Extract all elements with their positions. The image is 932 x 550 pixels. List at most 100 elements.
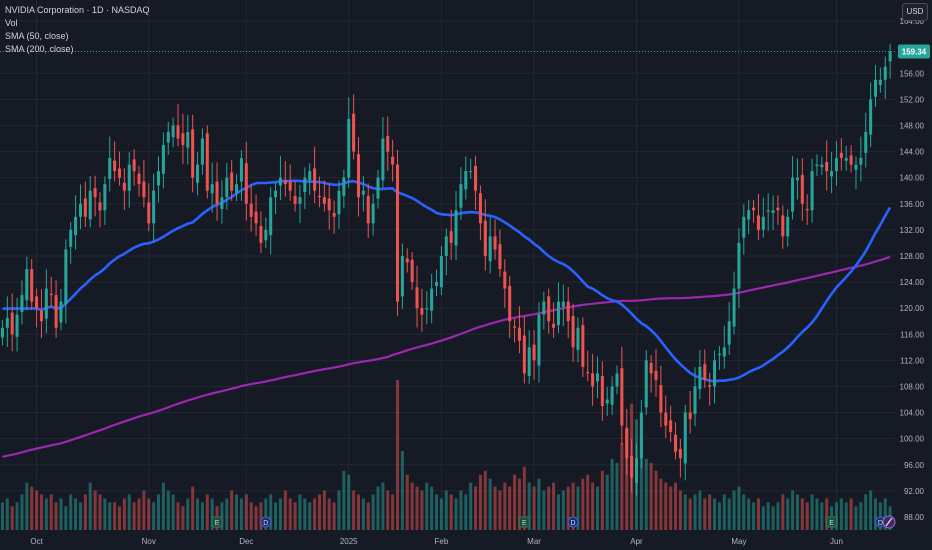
volume-bar bbox=[313, 498, 317, 530]
candle bbox=[157, 156, 161, 203]
candle-body bbox=[361, 190, 365, 195]
candle bbox=[322, 180, 326, 212]
candle bbox=[474, 155, 478, 210]
candle bbox=[669, 405, 673, 443]
candle-body bbox=[649, 362, 653, 374]
volume-bar bbox=[464, 494, 468, 530]
volume-bar bbox=[752, 502, 756, 530]
volume-bar bbox=[74, 498, 78, 530]
x-tick-label: Jun bbox=[830, 537, 843, 546]
event-marker-label: D bbox=[571, 520, 576, 527]
volume-bar bbox=[181, 506, 185, 530]
volume-bar bbox=[317, 494, 321, 530]
dividend-icon bbox=[260, 516, 272, 528]
candle bbox=[254, 194, 258, 236]
candle-body bbox=[820, 164, 824, 168]
candle-body bbox=[186, 131, 190, 148]
candle bbox=[771, 195, 775, 230]
earnings-marker: E bbox=[518, 516, 530, 528]
candle-body bbox=[308, 171, 312, 181]
volume-bar bbox=[781, 494, 785, 530]
volume-bar bbox=[727, 498, 731, 530]
candle-body bbox=[844, 158, 848, 161]
currency-button[interactable]: USD bbox=[902, 3, 928, 21]
candle-body bbox=[503, 271, 507, 289]
volume-bar bbox=[20, 494, 24, 530]
candle bbox=[649, 355, 653, 393]
volume-bar bbox=[269, 494, 273, 530]
candle-body bbox=[54, 295, 58, 328]
candle bbox=[722, 325, 726, 369]
candle bbox=[488, 217, 492, 274]
volume-bar bbox=[444, 490, 448, 530]
candle bbox=[834, 141, 838, 186]
sma50-line bbox=[2, 179, 892, 383]
volume-bar bbox=[93, 490, 97, 530]
candle-body bbox=[244, 163, 248, 204]
candle bbox=[732, 271, 736, 335]
candle-body bbox=[708, 385, 712, 387]
candle bbox=[527, 330, 531, 384]
candle bbox=[610, 376, 614, 415]
volume-bar bbox=[200, 502, 204, 530]
volume-bar bbox=[571, 482, 575, 530]
legend-title[interactable]: NVIDIA Corporation · 1D · NASDAQ bbox=[5, 5, 150, 15]
y-tick-label: 92.00 bbox=[904, 487, 925, 496]
volume-bar bbox=[220, 502, 224, 530]
candle-body bbox=[435, 282, 439, 286]
candle-body bbox=[508, 285, 512, 322]
volume-bar bbox=[737, 486, 741, 530]
volume-bar bbox=[513, 474, 517, 530]
x-tick-label: Apr bbox=[630, 537, 643, 546]
y-tick-label: 148.00 bbox=[900, 121, 925, 130]
candle-body bbox=[630, 455, 634, 478]
candle-body bbox=[425, 308, 429, 310]
volume-bar bbox=[103, 498, 107, 530]
candle-body bbox=[371, 203, 375, 224]
volume-bar bbox=[595, 486, 599, 530]
volume-bar bbox=[274, 502, 278, 530]
candle-body bbox=[356, 154, 360, 198]
candle-body bbox=[395, 164, 400, 302]
candle-body bbox=[191, 129, 195, 178]
candle-body bbox=[313, 168, 317, 191]
candle-body bbox=[595, 373, 599, 382]
volume-bar bbox=[669, 486, 673, 530]
earnings-marker: E bbox=[211, 516, 223, 528]
candle bbox=[303, 167, 307, 209]
candle bbox=[278, 156, 282, 201]
candle-body bbox=[142, 181, 146, 198]
volume-bar bbox=[410, 482, 414, 530]
candle-body bbox=[342, 177, 346, 196]
x-tick-label: May bbox=[731, 537, 746, 546]
legend-volume[interactable]: Vol bbox=[5, 18, 18, 28]
legend-sma50[interactable]: SMA (50, close) bbox=[5, 31, 69, 41]
candle bbox=[815, 154, 819, 177]
event-marker-label: E bbox=[522, 520, 527, 527]
candle bbox=[869, 82, 873, 147]
candle-body bbox=[464, 171, 468, 190]
candle bbox=[132, 149, 136, 186]
candle bbox=[376, 169, 380, 209]
candle bbox=[327, 183, 331, 230]
volume-bar bbox=[400, 451, 404, 530]
candle bbox=[864, 112, 868, 168]
earnings-marker: E bbox=[826, 516, 838, 528]
candle bbox=[274, 182, 278, 215]
legend-sma200[interactable]: SMA (200, close) bbox=[5, 44, 74, 54]
candle bbox=[122, 168, 126, 210]
volume-bar bbox=[127, 494, 131, 530]
volume-bar bbox=[391, 494, 395, 530]
candle bbox=[454, 191, 458, 261]
volume-bar bbox=[605, 474, 609, 530]
volume-bar bbox=[766, 502, 770, 530]
volume-bar bbox=[254, 506, 258, 530]
candle bbox=[142, 160, 146, 208]
volume-bar bbox=[674, 482, 678, 530]
candle-body bbox=[64, 249, 68, 305]
volume-bar bbox=[600, 470, 604, 530]
candle bbox=[849, 145, 853, 173]
volume-bar bbox=[556, 494, 560, 530]
candle-body bbox=[742, 216, 746, 238]
